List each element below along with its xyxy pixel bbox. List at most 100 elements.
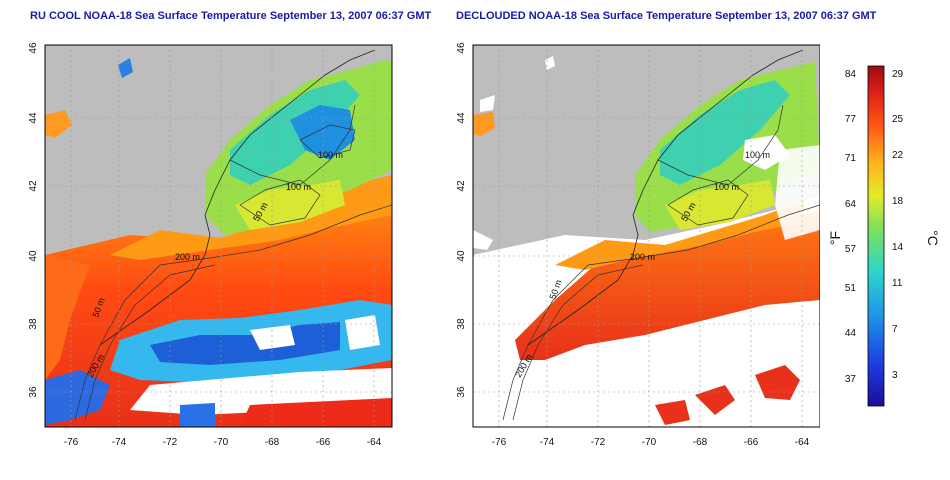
- contour-label: 100 m: [318, 150, 343, 160]
- gulf-stream-warm-water: [515, 210, 820, 360]
- lake-warm-patch: [45, 110, 72, 138]
- temperature-colorbar: 84 77 71 64 57 51 44 37 29 25 22 18 14 1…: [820, 60, 945, 420]
- lon-tick-label: -66: [744, 437, 759, 448]
- lon-tick-label: -64: [367, 437, 382, 448]
- cool-coastal-water: [660, 80, 790, 185]
- f-tick: 44: [845, 328, 857, 339]
- lon-tick-label: -76: [64, 437, 79, 448]
- lat-tick-label: 38: [28, 318, 39, 330]
- lat-tick-label: 42: [28, 180, 39, 192]
- isobath-50m: [512, 264, 644, 421]
- no-data-patch: [743, 135, 790, 170]
- lon-tick-label: -66: [316, 437, 331, 448]
- lon-tick-label: -70: [214, 437, 229, 448]
- basin-contour: [299, 124, 356, 159]
- lon-tick-label: -72: [591, 437, 606, 448]
- no-data-patch: [480, 95, 495, 112]
- c-tick: 14: [892, 242, 904, 253]
- lon-tick-label: -72: [163, 437, 178, 448]
- contour-label: 200 m: [175, 252, 200, 262]
- f-tick: 37: [845, 374, 857, 385]
- lat-tick-label: 46: [456, 42, 467, 54]
- lat-tick-label: 42: [456, 180, 467, 192]
- celsius-unit-label: °C: [925, 230, 941, 246]
- map-frame: [44, 44, 393, 428]
- lon-tick-label: -76: [492, 437, 507, 448]
- lon-tick-label: -68: [693, 437, 708, 448]
- contour-label: 100 m: [714, 182, 739, 192]
- contour-label: 200 m: [630, 252, 655, 262]
- lat-tick-label: 46: [28, 42, 39, 54]
- no-data-patch: [775, 145, 820, 240]
- slope-water: [555, 200, 805, 270]
- isobath-50m: [84, 264, 216, 421]
- isobath-200m: [74, 204, 392, 421]
- lat-tick-label: 44: [28, 112, 39, 124]
- longitude-axis: -76 -74 -72 -70 -68 -66 -64: [492, 437, 810, 448]
- isobath-100m: [657, 104, 784, 186]
- f-tick: 64: [845, 199, 857, 210]
- lon-tick-label: -70: [642, 437, 657, 448]
- lat-tick-label: 40: [28, 250, 39, 262]
- lat-tick-label: 40: [456, 250, 467, 262]
- warm-eddy-patch: [655, 400, 690, 425]
- isobath-100m: [229, 104, 356, 186]
- no-data-patch: [250, 325, 295, 350]
- c-tick: 7: [892, 324, 898, 335]
- colorbar-graphic: 84 77 71 64 57 51 44 37 29 25 22 18 14 1…: [827, 65, 941, 407]
- c-tick: 25: [892, 114, 904, 125]
- colorbar-gradient: [867, 65, 885, 407]
- southern-warm-water: [240, 398, 392, 427]
- declouded-sst-map: 100 m 100 m 50 m 200 m 50 m 200 m -76 -7…: [456, 42, 821, 448]
- f-tick: 71: [845, 153, 857, 164]
- cold-artifact-patch: [180, 403, 215, 427]
- c-tick: 29: [892, 69, 904, 80]
- f-tick: 77: [845, 114, 857, 125]
- warm-eddy-patch: [695, 385, 735, 415]
- georges-bank-water: [665, 180, 775, 230]
- celsius-ticks: 29 25 22 18 14 11 7 3: [892, 69, 904, 381]
- cloud-cold-artifact-core: [150, 322, 340, 365]
- map-gridlines: [45, 45, 392, 427]
- lon-tick-label: -64: [795, 437, 810, 448]
- c-tick: 11: [892, 278, 903, 289]
- lon-tick-label: -74: [112, 437, 127, 448]
- lon-tick-label: -74: [540, 437, 555, 448]
- georges-bank-contour: [667, 179, 749, 226]
- right-map-title: DECLOUDED NOAA-18 Sea Surface Temperatur…: [456, 10, 877, 22]
- raw-sst-map: 100 m 100 m 50 m 200 m 50 m 200 m -76 -7…: [28, 42, 393, 448]
- georges-bank-water: [235, 180, 345, 230]
- contour-label: 100 m: [745, 150, 770, 160]
- raw-sst-map-panel: 100 m 100 m 50 m 200 m 50 m 200 m -76 -7…: [0, 0, 420, 480]
- f-tick: 57: [845, 244, 857, 255]
- left-map-title: RU COOL NOAA-18 Sea Surface Temperature …: [30, 10, 432, 22]
- lat-tick-label: 44: [456, 112, 467, 124]
- lake-cold-patch: [118, 58, 133, 78]
- isobath-200m: [502, 204, 820, 421]
- f-tick: 84: [845, 69, 857, 80]
- coastline: [527, 49, 804, 346]
- declouded-sst-map-panel: 100 m 100 m 50 m 200 m 50 m 200 m -76 -7…: [425, 0, 821, 480]
- map-gridlines: [473, 45, 820, 427]
- fahrenheit-ticks: 84 77 71 64 57 51 44 37: [845, 69, 857, 385]
- slope-water: [110, 175, 392, 260]
- no-data-patch: [545, 56, 555, 70]
- coastline: [99, 49, 376, 346]
- no-data-patch: [473, 230, 493, 250]
- shelf-water: [45, 255, 90, 380]
- georges-bank-contour: [239, 179, 321, 226]
- c-tick: 3: [892, 370, 898, 381]
- lon-tick-label: -68: [265, 437, 280, 448]
- lat-tick-label: 38: [456, 318, 467, 330]
- warm-eddy-patch: [755, 365, 800, 400]
- c-tick: 22: [892, 150, 904, 161]
- latitude-axis: 36 38 40 42 44 46: [28, 42, 39, 398]
- fahrenheit-unit-label: °F: [827, 231, 843, 245]
- contour-label: 100 m: [286, 182, 311, 192]
- c-tick: 18: [892, 196, 904, 207]
- latitude-axis: 36 38 40 42 44 46: [456, 42, 467, 398]
- f-tick: 51: [845, 283, 857, 294]
- lat-tick-label: 36: [28, 386, 39, 398]
- no-data-patch: [345, 315, 380, 350]
- lat-tick-label: 36: [456, 386, 467, 398]
